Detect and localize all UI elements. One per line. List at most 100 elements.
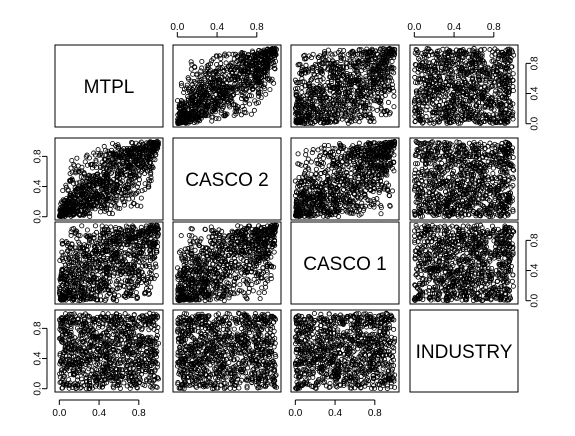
- data-point: [256, 67, 262, 73]
- data-point: [181, 89, 187, 95]
- data-point: [263, 91, 269, 97]
- data-point: [82, 159, 88, 165]
- data-point: [181, 117, 187, 123]
- data-point: [234, 73, 240, 79]
- data-point: [269, 60, 275, 66]
- data-point: [378, 211, 384, 217]
- data-point: [258, 53, 264, 59]
- data-point: [247, 101, 253, 107]
- panel-frame-r1-c3: [290, 44, 400, 128]
- data-point: [209, 118, 215, 124]
- data-point: [241, 82, 247, 88]
- data-point: [238, 87, 244, 93]
- data-point: [266, 77, 272, 83]
- data-point: [265, 46, 271, 52]
- data-point: [210, 72, 216, 78]
- data-point: [254, 61, 260, 67]
- data-point: [325, 47, 331, 53]
- data-point: [262, 53, 268, 59]
- data-point: [243, 96, 249, 102]
- data-point: [213, 105, 219, 111]
- data-point: [211, 106, 217, 112]
- data-point: [181, 86, 187, 92]
- data-point: [252, 84, 258, 90]
- data-point: [256, 93, 262, 99]
- data-point: [185, 94, 191, 100]
- data-point: [213, 92, 219, 98]
- data-point: [251, 51, 257, 57]
- data-point: [223, 80, 229, 86]
- data-point: [252, 52, 258, 58]
- data-point: [263, 54, 269, 60]
- data-point: [244, 57, 250, 63]
- data-point: [194, 92, 200, 98]
- data-point: [315, 147, 321, 153]
- data-point: [423, 114, 429, 120]
- data-point: [60, 188, 66, 194]
- data-point: [212, 99, 218, 105]
- data-point: [255, 53, 261, 59]
- data-point: [303, 62, 309, 68]
- data-point: [238, 51, 244, 57]
- data-point: [316, 154, 322, 160]
- data-point: [221, 103, 227, 109]
- data-point: [237, 77, 243, 83]
- data-point: [255, 91, 261, 97]
- data-point: [192, 97, 198, 103]
- data-point: [419, 72, 425, 78]
- data-point: [391, 93, 397, 99]
- data-point: [258, 95, 264, 101]
- data-point: [272, 47, 278, 53]
- data-point: [272, 66, 278, 72]
- data-point: [348, 170, 354, 176]
- data-point: [261, 84, 267, 90]
- data-point: [247, 62, 253, 68]
- data-point: [253, 100, 259, 106]
- data-point: [203, 89, 209, 95]
- data-point: [226, 51, 232, 57]
- data-point: [251, 74, 257, 80]
- data-point: [217, 98, 223, 104]
- data-point: [237, 85, 243, 91]
- variable-label-casco-2: CASCO 2: [185, 170, 268, 191]
- data-point: [194, 110, 200, 116]
- data-point: [295, 151, 301, 157]
- data-point: [198, 68, 204, 74]
- data-point: [239, 96, 245, 102]
- data-point: [181, 113, 187, 119]
- data-point: [214, 85, 220, 91]
- data-point: [369, 106, 375, 112]
- data-point: [239, 104, 245, 110]
- data-point: [227, 104, 233, 110]
- data-point: [69, 157, 75, 163]
- data-point: [199, 65, 205, 71]
- data-point: [248, 111, 254, 117]
- data-point: [191, 64, 197, 70]
- data-point: [314, 78, 320, 84]
- data-point: [223, 60, 229, 66]
- data-point: [260, 63, 266, 69]
- data-point: [194, 72, 200, 78]
- data-point: [199, 73, 205, 79]
- data-point: [209, 114, 215, 120]
- data-point: [193, 109, 199, 115]
- data-point: [231, 113, 237, 119]
- data-point: [206, 79, 212, 85]
- data-point: [190, 71, 196, 77]
- data-point: [251, 107, 257, 113]
- data-point: [260, 49, 266, 55]
- data-point: [199, 82, 205, 88]
- data-point: [427, 107, 433, 113]
- data-point: [189, 62, 195, 68]
- data-point: [194, 102, 200, 108]
- data-point: [198, 115, 204, 121]
- data-point: [189, 112, 195, 118]
- data-point: [138, 195, 144, 201]
- data-point: [412, 74, 418, 80]
- data-point: [260, 68, 266, 74]
- data-point: [243, 110, 249, 116]
- data-point: [271, 80, 277, 86]
- data-point: [265, 63, 271, 69]
- data-point: [227, 62, 233, 68]
